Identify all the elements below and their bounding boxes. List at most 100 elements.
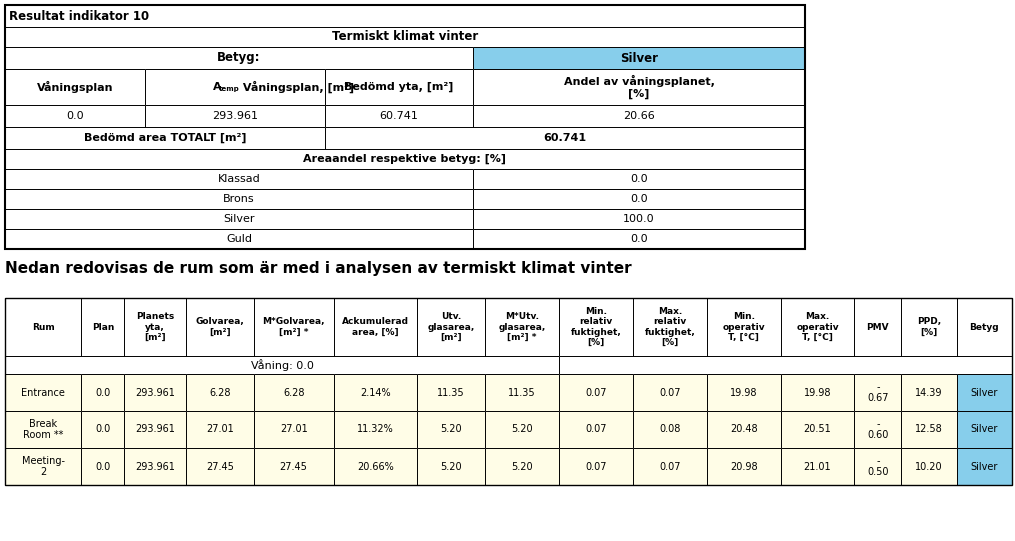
Bar [186,298,254,356]
Text: Areaandel respektive betyg: [%]: Areaandel respektive betyg: [%] [303,154,506,164]
Bar [855,374,901,411]
Text: 5.20: 5.20 [512,425,533,434]
Text: 20.48: 20.48 [730,425,757,434]
Text: Silver: Silver [970,387,998,398]
Text: 10.20: 10.20 [916,461,943,472]
Text: A: A [213,82,221,92]
Text: 19.98: 19.98 [730,387,757,398]
Bar [706,374,781,411]
Bar [5,5,805,27]
Bar [559,356,1012,374]
Text: Max.
operativ
T, [°C]: Max. operativ T, [°C] [796,312,838,342]
Bar [473,105,805,127]
Text: 0.08: 0.08 [659,425,680,434]
Text: Bedömd area TOTALT [m²]: Bedömd area TOTALT [m²] [84,133,247,143]
Text: 20.66: 20.66 [623,111,655,121]
Text: 6.28: 6.28 [283,387,304,398]
Bar [325,127,805,149]
Bar [325,127,805,149]
Text: 14.39: 14.39 [916,387,943,398]
Bar [956,374,1012,411]
Bar [706,374,781,411]
Text: Andel av våningsplanet,
[%]: Andel av våningsplanet, [%] [563,75,715,99]
Bar [125,411,186,448]
Bar [901,374,956,411]
Bar [855,374,901,411]
Bar [781,298,855,356]
Bar [781,298,855,356]
Bar [781,411,855,448]
Bar [632,448,706,485]
Bar [559,411,632,448]
Bar [5,127,325,149]
Bar [5,356,559,374]
Bar [632,448,706,485]
Bar [186,411,254,448]
Bar [559,374,632,411]
Text: 11.32%: 11.32% [357,425,394,434]
Bar [5,47,473,69]
Text: Min.
operativ
T, [°C]: Min. operativ T, [°C] [723,312,765,342]
Bar [125,374,186,411]
Bar [5,448,81,485]
Bar [81,411,125,448]
Text: 0.0: 0.0 [630,174,648,184]
Bar [334,298,417,356]
Bar [417,298,485,356]
Bar [125,448,186,485]
Text: 27.01: 27.01 [206,425,233,434]
Text: 2.14%: 2.14% [360,387,391,398]
Text: 293.961: 293.961 [135,425,176,434]
Text: 5.20: 5.20 [441,425,462,434]
Bar [5,149,805,169]
Bar [417,374,485,411]
Bar [5,411,81,448]
Bar [334,374,417,411]
Text: Resultat indikator 10: Resultat indikator 10 [9,10,149,23]
Bar [855,448,901,485]
Bar [5,47,473,69]
Bar [473,169,805,189]
Bar [417,448,485,485]
Bar [125,448,186,485]
Bar [781,374,855,411]
Bar [186,448,254,485]
Bar [334,448,417,485]
Text: Våningsplan: Våningsplan [37,81,114,93]
Bar [325,105,473,127]
Bar [473,209,805,229]
Bar [5,149,805,169]
Bar [5,169,473,189]
Bar [5,27,805,47]
Bar [81,298,125,356]
Bar [559,298,632,356]
Bar [485,411,559,448]
Text: 5.20: 5.20 [441,461,462,472]
Bar [956,448,1012,485]
Text: Rum: Rum [31,322,55,332]
Text: 0.07: 0.07 [659,461,680,472]
Bar [632,374,706,411]
Text: 19.98: 19.98 [804,387,831,398]
Bar [5,27,805,47]
Text: 27.45: 27.45 [206,461,233,472]
Bar [632,411,706,448]
Bar [417,411,485,448]
Bar [632,411,706,448]
Bar [632,298,706,356]
Text: Bedömd yta, [m²]: Bedömd yta, [m²] [344,82,454,92]
Text: 60.741: 60.741 [380,111,418,121]
Bar [901,448,956,485]
Bar [5,189,473,209]
Bar [5,209,473,229]
Bar [186,374,254,411]
Bar [5,229,473,249]
Text: 0.07: 0.07 [586,425,607,434]
Text: Break
Room **: Break Room ** [23,419,63,440]
Text: -
0.50: - 0.50 [867,456,888,477]
Text: Utv.
glasarea,
[m²]: Utv. glasarea, [m²] [427,312,475,342]
Bar [706,448,781,485]
Bar [125,374,186,411]
Bar [417,298,485,356]
Bar [559,356,1012,374]
